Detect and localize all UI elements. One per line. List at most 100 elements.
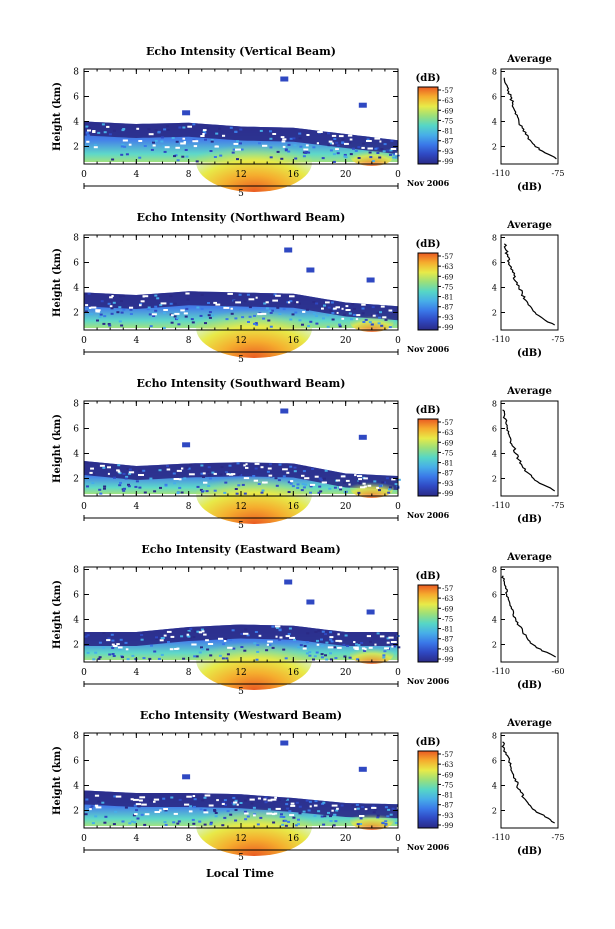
echo-speckle [204, 322, 207, 325]
panel-2: Echo Intensity (Northward Beam)0 4 8 12 16 20… [52, 211, 564, 365]
echo-gap [139, 796, 146, 799]
echo-speckle [88, 127, 92, 129]
y-tick-label: 2 [73, 641, 79, 651]
echo-speckle [225, 318, 229, 321]
echo-speckle [248, 306, 252, 309]
echo-gap [327, 646, 334, 649]
average-xlabel: (dB) [517, 182, 542, 193]
echo-gap [360, 486, 366, 489]
echo-speckle [127, 485, 131, 488]
echo-speckle [199, 488, 203, 491]
average-y-tick-label: 4 [492, 450, 497, 459]
echo-gap [374, 137, 381, 140]
colorbar-tick-label: -69 [442, 107, 453, 115]
echo-speckle [371, 805, 375, 808]
echo-speckle [155, 637, 159, 640]
echo-speckle [304, 152, 308, 154]
echo-speckle [232, 796, 236, 799]
echo-speckle [231, 802, 235, 805]
echo-speckle [288, 810, 292, 813]
echo-speckle [187, 635, 191, 638]
echo-speckle [271, 625, 275, 628]
echo-speckle [184, 149, 188, 151]
echo-speckle [278, 629, 282, 632]
echo-speckle [103, 485, 107, 488]
echo-gap [355, 318, 359, 321]
echo-gap [354, 808, 357, 811]
echo-gap [272, 299, 278, 302]
echo-gap [111, 295, 114, 297]
echo-speckle [282, 819, 286, 822]
echo-speckle [233, 300, 237, 303]
echo-speckle [335, 809, 339, 812]
echo-gap [305, 144, 309, 147]
echo-gap [178, 478, 182, 481]
echo-gap [221, 803, 225, 805]
echo-speckle [301, 483, 305, 486]
echo-gap [282, 145, 286, 148]
echo-speckle [219, 473, 223, 476]
echo-speckle [391, 807, 395, 810]
echo-core-late [349, 644, 394, 664]
cloud-fragment [280, 76, 289, 82]
echo-speckle [317, 491, 321, 494]
echo-speckle [339, 488, 343, 491]
echo-speckle [386, 815, 390, 818]
y-tick-label: 2 [73, 807, 79, 817]
colorbar-units: (dB) [416, 571, 441, 582]
echo-speckle [118, 306, 122, 309]
echo-gap [314, 475, 319, 478]
echo-speckle [149, 799, 153, 802]
echo-speckle [229, 639, 233, 642]
echo-speckle [361, 806, 365, 808]
echo-speckle [297, 818, 300, 821]
x-tick-label: 16 [288, 834, 300, 844]
echo-gap [380, 305, 385, 308]
colorbar-tick-label: -63 [442, 761, 453, 769]
echo-gap [141, 803, 147, 806]
echo-speckle [293, 302, 297, 304]
echo-speckle [306, 632, 310, 635]
echo-gap [152, 144, 156, 147]
echo-gap [347, 134, 353, 137]
colorbar [417, 584, 439, 663]
echo-speckle [266, 470, 270, 473]
average-x-tick-label: -110 [492, 833, 510, 842]
echo-speckle [133, 804, 137, 807]
echo-speckle [273, 293, 277, 296]
echo-speckle [198, 651, 202, 654]
echo-gap [397, 151, 401, 154]
echo-speckle [246, 634, 250, 637]
echo-speckle [305, 150, 309, 153]
echo-gap [132, 798, 139, 801]
echo-gap [243, 477, 250, 480]
echo-gap [186, 633, 190, 636]
echo-speckle [334, 657, 338, 660]
echo-speckle [327, 144, 331, 147]
echo-speckle [161, 637, 165, 640]
echo-speckle [254, 322, 258, 325]
echo-speckle [254, 631, 258, 633]
echo-speckle [320, 653, 324, 656]
echo-speckle [316, 639, 319, 642]
echo-speckle [172, 472, 176, 475]
echo-speckle [265, 649, 269, 652]
echo-speckle [394, 483, 398, 486]
echo-gap [142, 295, 149, 298]
echo-speckle [389, 813, 393, 816]
x-tick-label: 0 [395, 834, 401, 844]
echo-speckle [341, 138, 345, 141]
echo-speckle [162, 797, 166, 800]
echo-gap [188, 810, 193, 813]
echo-gap [139, 304, 142, 307]
echo-speckle [207, 302, 210, 304]
echo-speckle [291, 485, 295, 488]
average-y-tick-label: 6 [492, 93, 497, 102]
echo-speckle [234, 799, 238, 802]
echo-speckle [209, 821, 213, 824]
echo-speckle [269, 146, 273, 149]
panels-group: Echo Intensity (Vertical Beam)0 4 8 12 16 20 0… [52, 45, 564, 863]
echo-speckle [235, 492, 239, 495]
echo-gap [336, 479, 341, 482]
